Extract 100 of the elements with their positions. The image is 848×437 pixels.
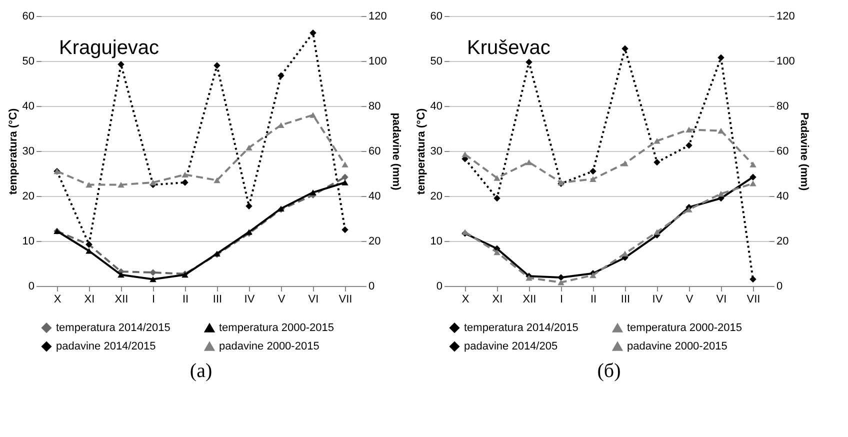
point <box>310 30 316 36</box>
point <box>750 162 756 168</box>
point <box>686 206 692 212</box>
y2-tick-label: 0 <box>368 280 375 292</box>
point <box>686 126 692 133</box>
point <box>750 174 756 180</box>
point <box>214 62 220 69</box>
x-tick-label: III <box>212 294 222 306</box>
y2-axis-title: Padavine (mm) <box>798 112 810 191</box>
point <box>310 189 316 196</box>
point <box>246 202 252 210</box>
point <box>150 269 156 276</box>
x-tick-label: III <box>620 294 630 306</box>
legend-label: temperatura 2014/2015 <box>56 322 170 334</box>
legend-label: temperatura 2014/2015 <box>464 322 578 334</box>
point <box>86 248 92 254</box>
point <box>494 175 500 181</box>
point <box>750 180 756 186</box>
y-axis-title: temperatura (°C) <box>7 108 20 195</box>
point <box>150 276 156 282</box>
x-tick-label: VII <box>746 294 760 306</box>
text: Kruševac <box>467 37 550 59</box>
x-tick-label: VI <box>716 294 727 306</box>
y2-tick-label: 60 <box>776 146 789 158</box>
point <box>118 272 124 278</box>
legend-label: padavine 2000-2015 <box>219 340 320 352</box>
legend-label: temperatura 2000-2015 <box>219 322 334 334</box>
x-tick-label: V <box>686 294 694 306</box>
x-tick-label: XII <box>522 294 536 306</box>
point <box>310 112 316 118</box>
y2-tick-label: 120 <box>776 10 795 22</box>
text: (a) <box>190 360 212 382</box>
y-tick-label: 40 <box>430 100 442 112</box>
y2-tick-label: 120 <box>368 10 387 22</box>
point <box>342 174 348 180</box>
legend-label: padavine 2014/2015 <box>56 340 156 352</box>
point <box>118 182 124 188</box>
y-tick-label: 60 <box>22 10 34 22</box>
legend-label: padavine 2014/205 <box>464 340 558 352</box>
point <box>654 138 660 144</box>
y-tick-label: 0 <box>436 280 442 292</box>
point <box>654 158 660 166</box>
x-tick-label: II <box>182 294 189 306</box>
point <box>622 45 628 52</box>
point <box>526 159 532 166</box>
text: (б) <box>597 360 621 382</box>
point <box>342 180 348 186</box>
point <box>342 162 348 168</box>
x-tick-label: VII <box>338 294 352 306</box>
x-tick-label: X <box>54 294 62 306</box>
x-tick-label: IV <box>244 294 256 306</box>
text: Kragujevac <box>59 37 160 59</box>
point <box>182 179 188 186</box>
legend-label: temperatura 2000-2015 <box>627 322 742 334</box>
y-tick-label: 20 <box>22 190 34 202</box>
point <box>750 276 756 283</box>
point <box>214 177 220 184</box>
y-axis-title: temperatura (°C) <box>415 108 428 195</box>
point <box>86 182 92 188</box>
y2-tick-label: 40 <box>776 190 789 202</box>
point <box>182 172 188 178</box>
y-tick-label: 50 <box>22 56 34 68</box>
point <box>462 151 468 158</box>
y2-tick-label: 20 <box>368 236 381 248</box>
y-tick-label: 0 <box>28 280 34 292</box>
x-tick-label: XI <box>84 294 95 306</box>
point <box>118 61 124 68</box>
y2-tick-label: 40 <box>368 190 381 202</box>
point <box>150 180 156 186</box>
point <box>278 72 284 79</box>
x-tick-label: I <box>152 294 156 306</box>
point <box>526 58 532 66</box>
point <box>622 160 628 166</box>
point <box>718 128 724 134</box>
point <box>558 279 564 286</box>
x-tick-label: IV <box>652 294 664 306</box>
y-tick-label: 40 <box>22 100 34 112</box>
point <box>278 122 284 128</box>
point <box>558 274 564 281</box>
point <box>590 168 596 175</box>
point <box>686 142 692 149</box>
point <box>342 226 348 234</box>
y2-tick-label: 100 <box>776 56 795 68</box>
y2-tick-label: 0 <box>776 280 783 292</box>
x-tick-label: VI <box>308 294 319 306</box>
y-tick-label: 10 <box>22 236 34 248</box>
point <box>718 54 724 61</box>
x-tick-label: XI <box>492 294 503 306</box>
point <box>494 194 500 202</box>
y2-axis-title: padavine (mm) <box>390 112 402 191</box>
y2-tick-label: 80 <box>776 100 789 112</box>
x-tick-label: XII <box>114 294 128 306</box>
y-tick-label: 50 <box>430 56 442 68</box>
y2-tick-label: 100 <box>368 56 387 68</box>
y-tick-label: 30 <box>22 146 34 158</box>
point <box>718 190 724 197</box>
x-tick-label: X <box>462 294 470 306</box>
legend-label: padavine 2000-2015 <box>627 340 728 352</box>
point <box>494 249 500 256</box>
x-tick-label: V <box>278 294 286 306</box>
